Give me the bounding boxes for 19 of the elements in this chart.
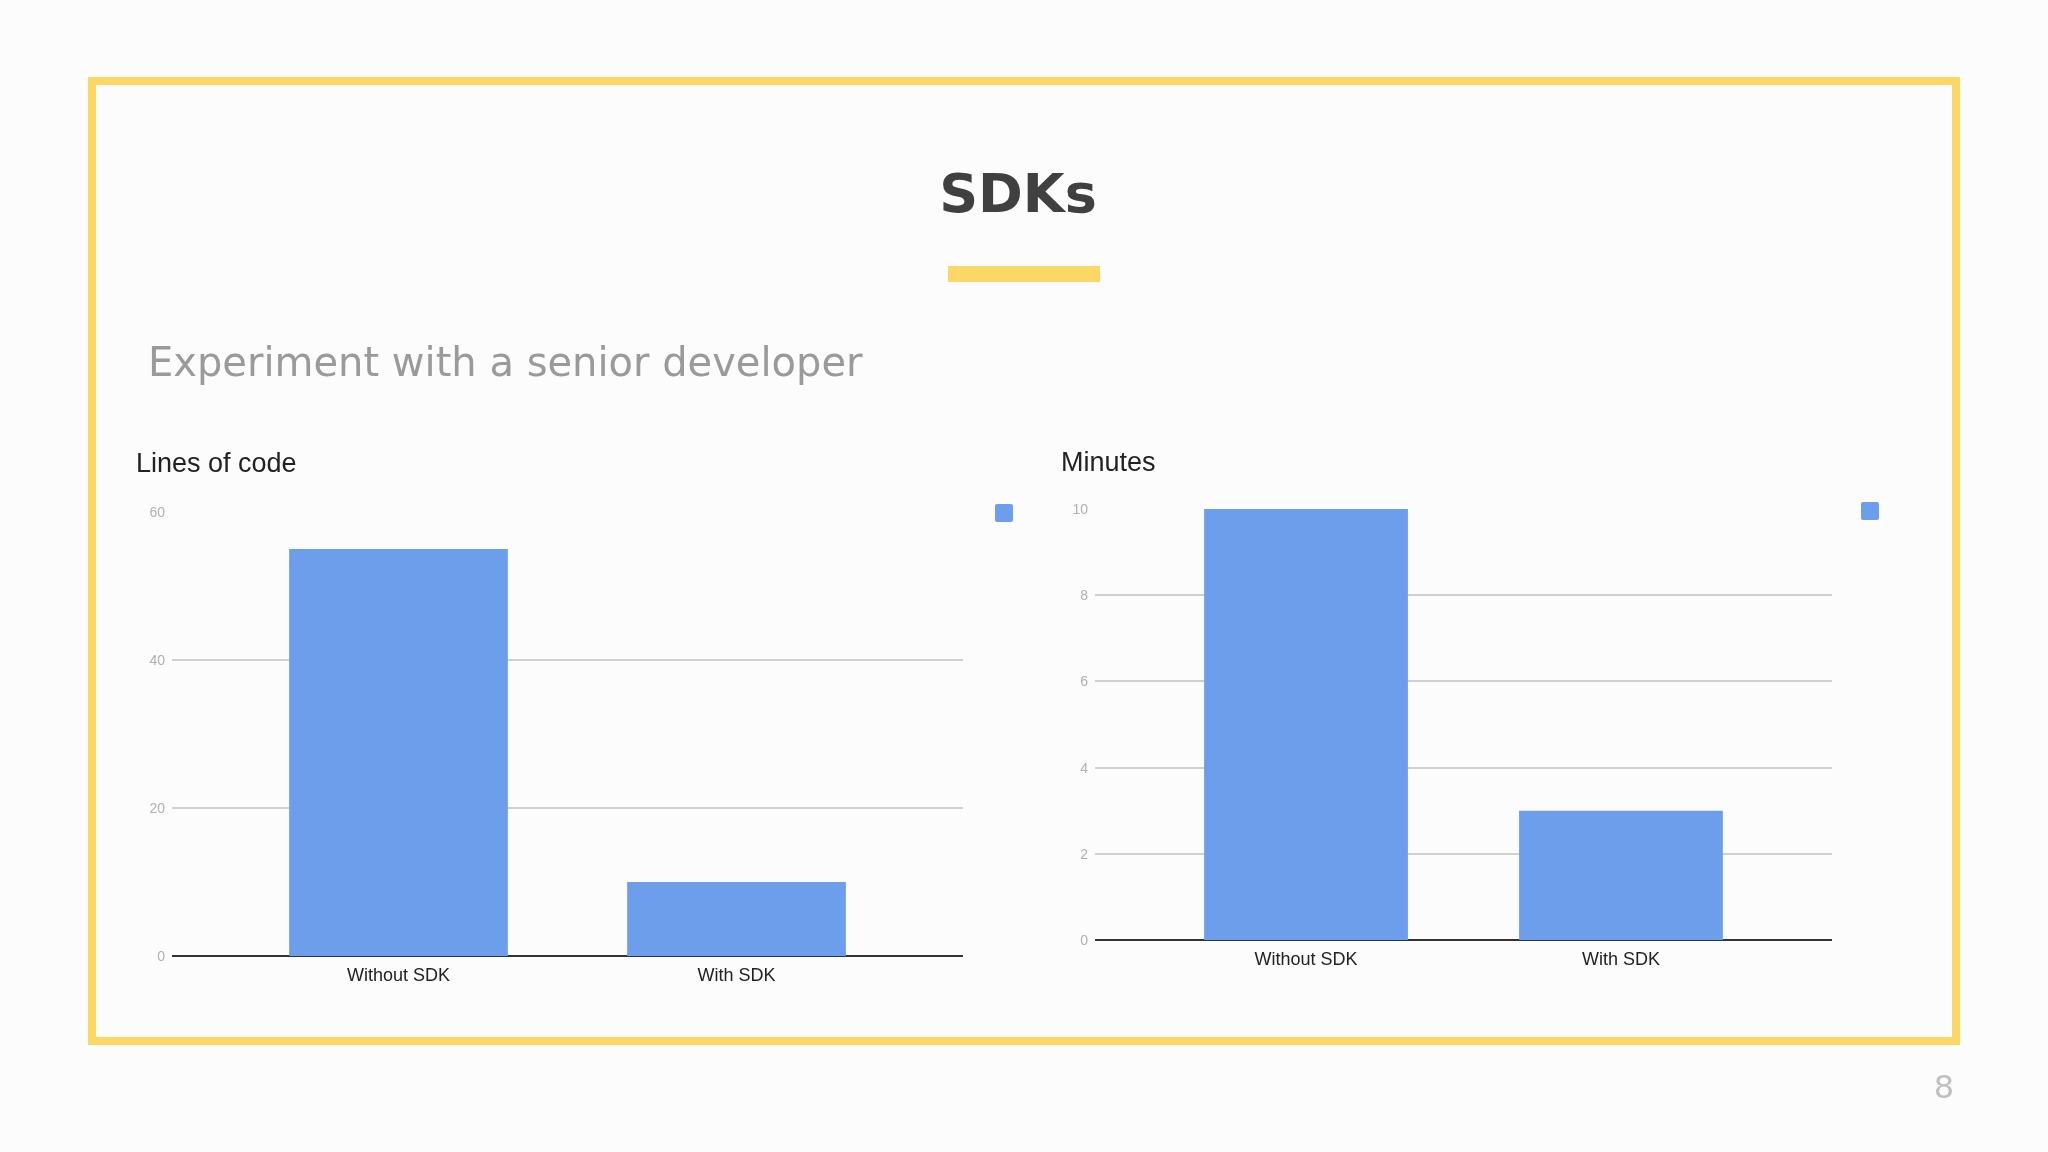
x-tick-label: Without SDK [1254,949,1358,969]
y-tick-label: 20 [149,799,166,816]
y-tick-label: 2 [1080,845,1089,862]
chart-title: Lines of code [136,448,297,479]
y-tick-label: 0 [1080,931,1089,948]
x-tick-label: Without SDK [346,965,450,985]
y-tick-label: 6 [1080,673,1089,690]
chart-title: Minutes [1061,447,1156,478]
y-tick-label: 10 [1072,500,1089,517]
text: Experiment with a senior developer [148,339,863,385]
x-tick-label: With SDK [697,965,776,985]
y-tick-label: 60 [149,503,166,520]
y-tick-label: 4 [1080,759,1089,776]
text: 8 [1933,1068,1954,1106]
y-tick-label: 40 [149,651,166,668]
x-tick-label: With SDK [1581,949,1660,969]
y-tick-label: 0 [157,947,166,964]
text: SDKs [938,162,1098,225]
y-tick-label: 8 [1080,587,1089,604]
